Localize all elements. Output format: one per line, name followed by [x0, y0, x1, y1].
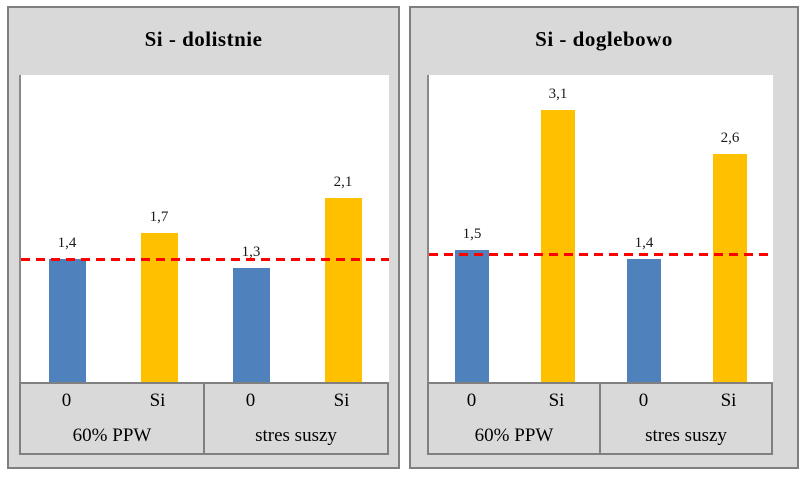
bar-value-label: 2,6 — [720, 130, 740, 146]
bar-Si-stres-suszy — [713, 154, 747, 382]
bar-0-stres-suszy — [627, 259, 661, 382]
category-tick: 0 — [245, 390, 256, 412]
category-tick: 0 — [466, 390, 477, 412]
group-label: 60% PPW — [474, 424, 554, 446]
tick-row: 0 Si — [21, 384, 203, 419]
plot-area: 1,5 3,1 1,4 2,6 — [427, 75, 773, 382]
category-tick: 0 — [61, 390, 72, 412]
chart-title: Si - dolistnie — [144, 27, 263, 51]
category-tick: Si — [333, 390, 350, 412]
axis-group-stres-suszy: 0 Si stres suszy — [205, 384, 387, 453]
group-label: 60% PPW — [72, 424, 152, 446]
bar-0-stres-suszy — [232, 268, 270, 382]
category-tick: 0 — [638, 390, 649, 412]
bar-Si-60-ppw — [541, 110, 575, 382]
bar-value-label: 2,1 — [333, 174, 353, 190]
bar-value-label: 3,1 — [548, 86, 568, 102]
category-axis: 0 Si 60% PPW 0 Si stres suszy — [427, 382, 773, 455]
category-tick: Si — [720, 390, 737, 412]
axis-group-stres-suszy: 0 Si stres suszy — [601, 384, 771, 453]
bar-0-60-ppw — [48, 259, 86, 382]
axis-group-60ppw: 0 Si 60% PPW — [429, 384, 601, 453]
axis-group-60ppw: 0 Si 60% PPW — [21, 384, 205, 453]
category-tick: Si — [548, 390, 565, 412]
bar-value-label: 1,5 — [462, 226, 482, 242]
tick-row: 0 Si — [601, 384, 771, 419]
category-axis: 0 Si 60% PPW 0 Si stres suszy — [19, 382, 389, 455]
bar-value-label: 1,4 — [57, 235, 77, 251]
bar-Si-60-ppw — [140, 233, 178, 382]
category-tick: Si — [149, 390, 166, 412]
bar-Si-stres-suszy — [324, 198, 362, 382]
bar-value-label: 1,7 — [149, 209, 169, 225]
reference-line — [429, 253, 773, 256]
group-label: stres suszy — [645, 424, 727, 446]
chart-panel-dolistnie: Si - dolistnie 1,4 1,7 1,3 2,1 0 Si 60% PPW… — [7, 6, 400, 469]
chart-title: Si - doglebowo — [535, 27, 673, 51]
plot-area: 1,4 1,7 1,3 2,1 — [19, 75, 389, 382]
reference-line — [21, 258, 389, 261]
group-label: stres suszy — [255, 424, 337, 446]
bar-value-label: 1,3 — [241, 244, 261, 260]
bar-0-60-ppw — [455, 250, 489, 382]
chart-panel-doglebowo: Si - doglebowo 1,5 3,1 1,4 2,6 0 Si 60% PPW… — [409, 6, 799, 469]
bar-value-label: 1,4 — [634, 235, 654, 251]
tick-row: 0 Si — [205, 384, 387, 419]
tick-row: 0 Si — [429, 384, 599, 419]
